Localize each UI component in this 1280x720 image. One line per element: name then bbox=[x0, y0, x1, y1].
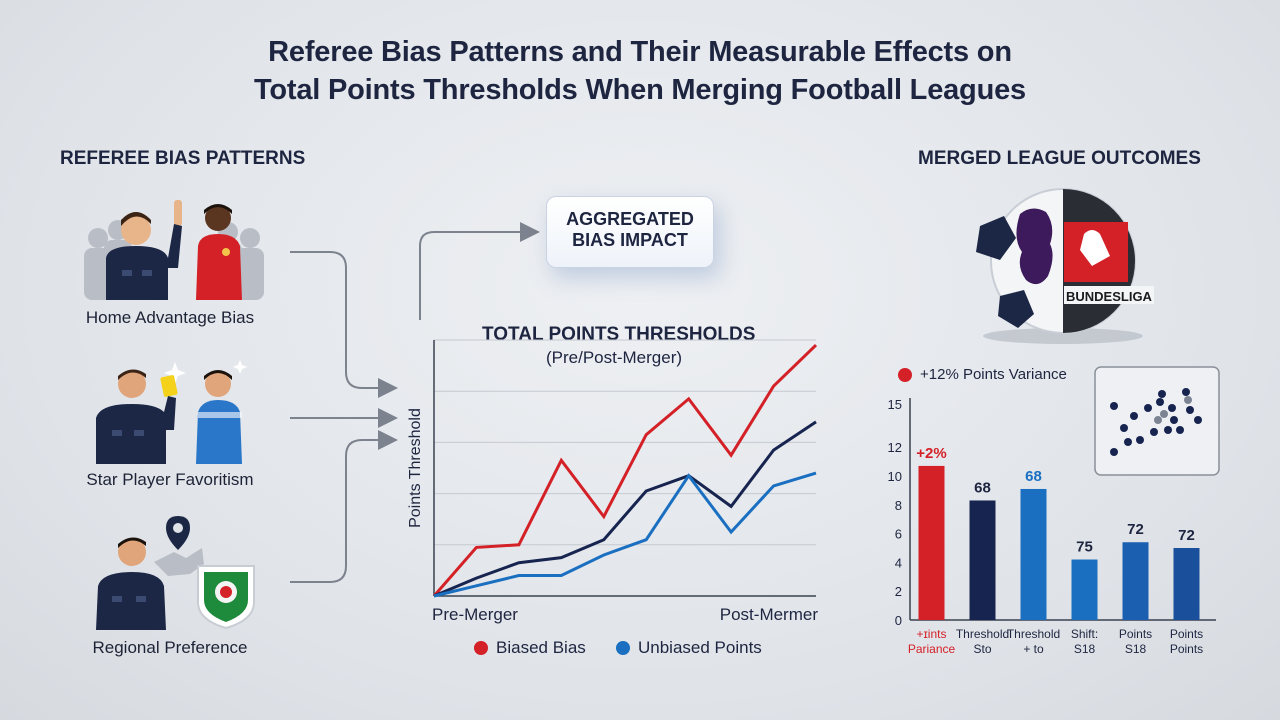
bar-category-line-1: Points bbox=[1119, 627, 1152, 641]
aggregated-bias-impact-box: AGGREGATED BIAS IMPACT bbox=[546, 196, 714, 268]
bar-category-line-2: + to bbox=[1023, 642, 1044, 656]
bar-3 bbox=[1071, 559, 1098, 620]
line-chart-subtitle: (Pre/Post-Merger) bbox=[546, 348, 683, 367]
referee-yellow-card-icon bbox=[96, 360, 247, 464]
line-series-0 bbox=[432, 344, 818, 597]
bias-patterns-heading: REFEREE BIAS PATTERNS bbox=[60, 148, 306, 169]
bar-value-label: 72 bbox=[1127, 521, 1144, 538]
bar-value-label: 72 bbox=[1178, 527, 1195, 544]
bar-y-tick: 10 bbox=[888, 469, 902, 484]
blue-dot-icon bbox=[616, 641, 630, 655]
merged-outcomes-heading: MERGED LEAGUE OUTCOMES bbox=[918, 148, 1201, 169]
line-legend-label: Unbiased Points bbox=[638, 638, 762, 657]
main-title-line-2: Total Points Thresholds When Merging Foo… bbox=[254, 74, 1026, 106]
bar-category-line-2: S18 bbox=[1074, 642, 1096, 656]
bar-category-line-1: Threshold bbox=[1007, 627, 1060, 641]
red-dot-icon bbox=[898, 367, 912, 382]
merged-league-ball-icon bbox=[976, 188, 1154, 344]
bar-legend-label: +12% Points Variance bbox=[920, 366, 1067, 383]
bar-1 bbox=[969, 500, 996, 620]
bar-chart: 02468101215+2%+ɪintsPariance68ThresholdS… bbox=[888, 397, 1216, 656]
referee-location-pin-icon bbox=[96, 516, 255, 630]
bar-category-line-1: Shift: bbox=[1071, 627, 1098, 641]
line-legend-item-biased: Biased Bias bbox=[474, 638, 586, 658]
bar-y-tick: 15 bbox=[888, 397, 902, 412]
bar-y-tick: 0 bbox=[895, 613, 902, 628]
bar-2 bbox=[1020, 488, 1047, 620]
aggregated-line-2: BIAS IMPACT bbox=[572, 230, 688, 250]
bar-category-line-2: S18 bbox=[1125, 642, 1147, 656]
bar-category-line-2: Sto bbox=[973, 642, 991, 656]
referee-home-crowd-icon bbox=[84, 200, 264, 300]
red-dot-icon bbox=[474, 641, 488, 655]
scatter-inset bbox=[1094, 366, 1220, 476]
ball-league-text: BUNDESLIGA bbox=[1066, 289, 1152, 304]
bar-category-line-2: Pariance bbox=[908, 642, 956, 656]
bar-value-label: 75 bbox=[1076, 539, 1093, 556]
star-favoritism-label: Star Player Favoritism bbox=[86, 470, 254, 489]
bar-5 bbox=[1173, 548, 1200, 620]
bar-category-line-1: +ɪints bbox=[917, 627, 947, 641]
line-legend-item-unbiased: Unbiased Points bbox=[616, 638, 762, 658]
line-series-2 bbox=[433, 471, 817, 598]
bar-0 bbox=[918, 465, 945, 620]
line-series-1 bbox=[433, 420, 817, 598]
line-chart: Points Threshold Pre-Merger Post-Mermer bbox=[407, 339, 819, 624]
regional-preference-label: Regional Preference bbox=[92, 638, 248, 657]
bar-4 bbox=[1122, 542, 1149, 620]
line-legend-label: Biased Bias bbox=[496, 638, 586, 657]
bar-category-line-1: Threshold bbox=[956, 627, 1009, 641]
home-advantage-label: Home Advantage Bias bbox=[85, 308, 255, 327]
bar-y-tick: 4 bbox=[895, 555, 902, 570]
aggregated-line-1: AGGREGATED bbox=[566, 209, 694, 229]
bar-y-tick: 2 bbox=[895, 584, 902, 599]
line-x-label-end: Post-Mermer bbox=[720, 605, 819, 624]
line-x-label-start: Pre-Merger bbox=[432, 605, 518, 624]
bar-category-line-1: Points bbox=[1170, 627, 1203, 641]
bar-y-tick: 6 bbox=[895, 527, 902, 542]
line-y-label: Points Threshold bbox=[407, 408, 424, 528]
bar-value-label: +2% bbox=[916, 445, 946, 462]
main-title-line-1: Referee Bias Patterns and Their Measurab… bbox=[268, 36, 1012, 68]
bar-value-label: 68 bbox=[1025, 468, 1042, 485]
bar-y-tick: 12 bbox=[888, 440, 902, 455]
bar-category-line-2: Points bbox=[1170, 642, 1203, 656]
bar-legend-item: +12% Points Variance bbox=[898, 366, 1067, 383]
bar-y-tick: 8 bbox=[895, 498, 902, 513]
bar-value-label: 68 bbox=[974, 479, 991, 496]
